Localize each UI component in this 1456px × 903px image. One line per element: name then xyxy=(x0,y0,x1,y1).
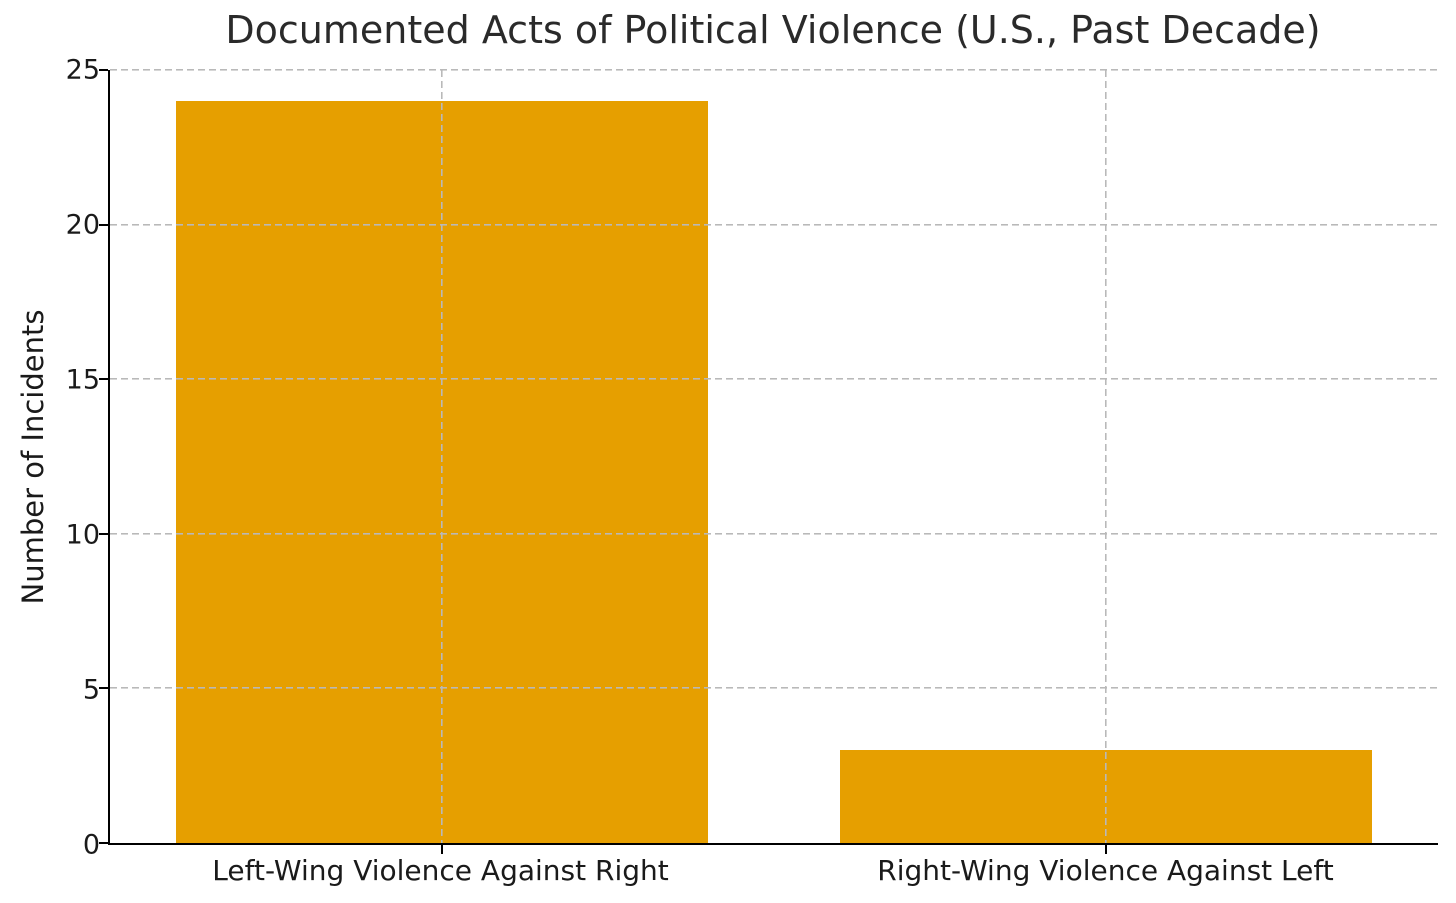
x-tick-label-0: Left-Wing Violence Against Right xyxy=(212,854,669,887)
h-gridline-5 xyxy=(110,687,1438,690)
h-gridline-20 xyxy=(110,223,1438,226)
v-gridline-0 xyxy=(441,70,443,843)
y-tick-label-5: 5 xyxy=(82,674,100,706)
x-tick-mark-1 xyxy=(1105,845,1107,854)
h-gridline-10 xyxy=(110,532,1438,535)
y-tick-label-20: 20 xyxy=(65,209,100,241)
y-tick-mark-10 xyxy=(99,532,108,535)
y-axis-label: Number of Incidents xyxy=(16,309,50,605)
y-tick-label-10: 10 xyxy=(65,519,100,551)
h-gridline-15 xyxy=(110,378,1438,381)
y-tick-label-15: 15 xyxy=(65,364,100,396)
y-tick-mark-15 xyxy=(99,378,108,381)
y-tick-mark-5 xyxy=(99,687,108,690)
y-tick-mark-20 xyxy=(99,223,108,226)
y-tick-label-0: 0 xyxy=(82,829,100,861)
x-tick-label-1: Right-Wing Violence Against Left xyxy=(877,854,1334,887)
y-tick-mark-0 xyxy=(99,842,108,844)
y-tick-mark-25 xyxy=(99,69,108,71)
chart-title: Documented Acts of Political Violence (U… xyxy=(225,8,1321,52)
v-gridline-1 xyxy=(1105,70,1107,843)
y-tick-label-25: 25 xyxy=(65,54,100,86)
x-tick-mark-0 xyxy=(441,845,443,854)
plot-area xyxy=(99,69,1438,854)
h-gridline-25 xyxy=(110,69,1438,71)
